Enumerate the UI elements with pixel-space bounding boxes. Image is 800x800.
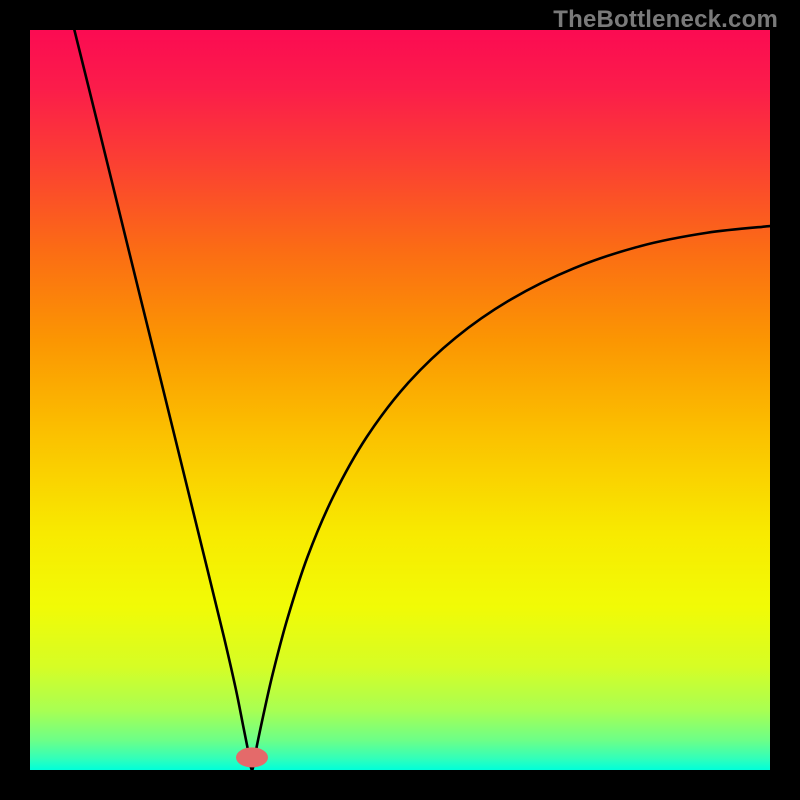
chart-frame: TheBottleneck.com (0, 0, 800, 800)
optimum-marker (236, 747, 268, 767)
plot-area (30, 30, 770, 770)
gradient-background (30, 30, 770, 770)
plot-svg (30, 30, 770, 770)
